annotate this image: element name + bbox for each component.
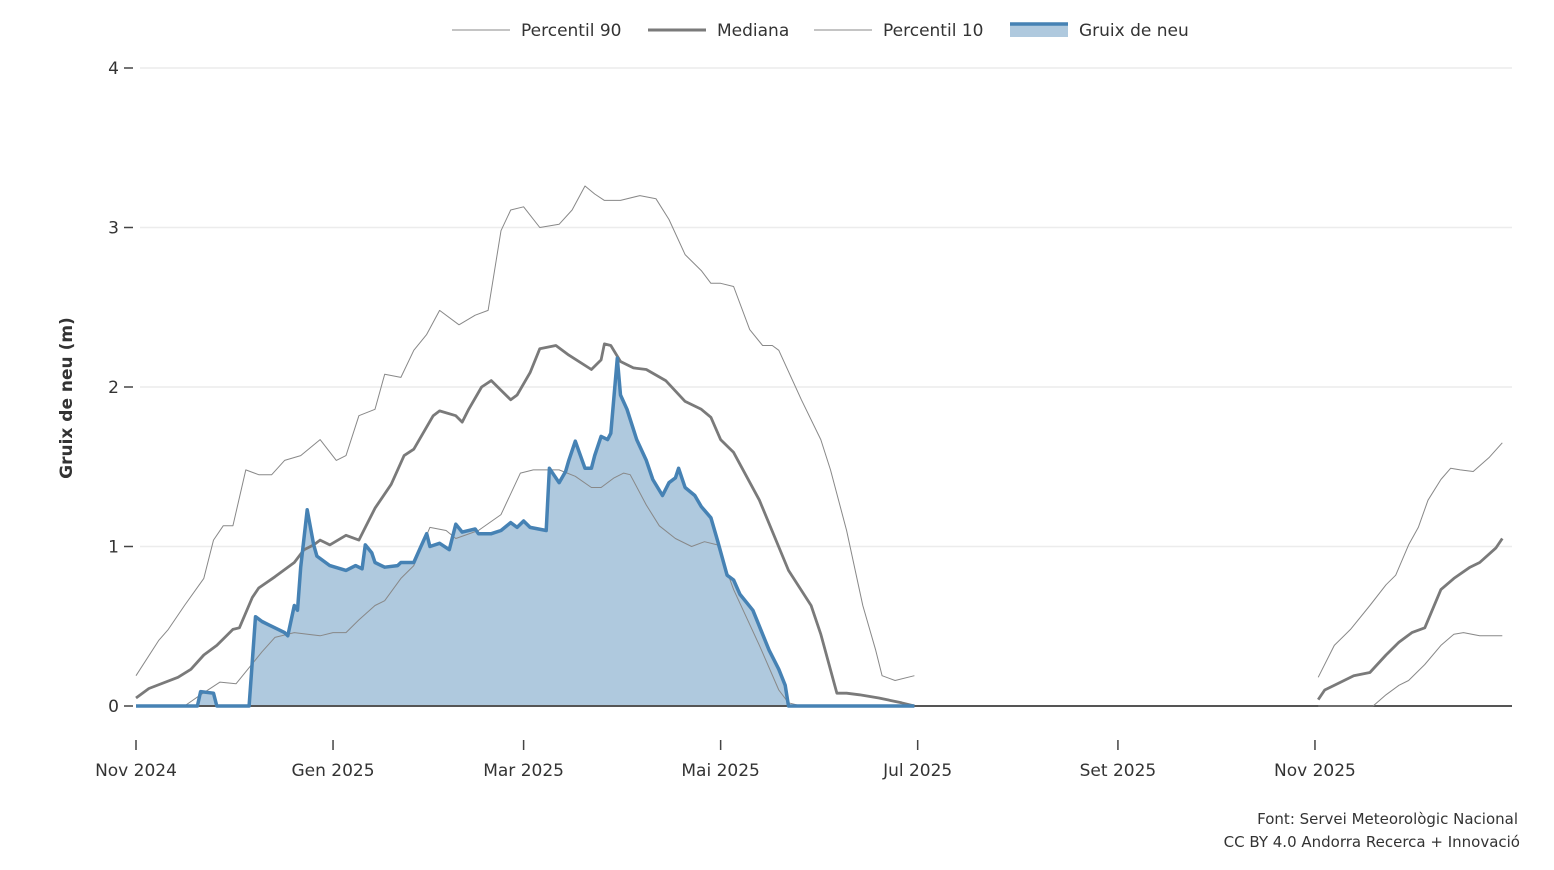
y-tick-label: 1 bbox=[108, 538, 119, 558]
legend-label: Gruix de neu bbox=[1079, 21, 1189, 41]
grid bbox=[140, 67, 1512, 548]
percentil-10-line bbox=[1318, 632, 1503, 707]
y-axis: 0 1 2 3 4 bbox=[108, 59, 133, 717]
gruix-de-neu-line bbox=[136, 356, 915, 708]
x-tick-label: Nov 2025 bbox=[1274, 761, 1356, 781]
source-credit: Font: Servei Meteorològic Nacional bbox=[1257, 810, 1518, 828]
percentil-90-line bbox=[1317, 442, 1503, 678]
legend-label: Percentil 90 bbox=[521, 21, 621, 41]
legend: Percentil 90 Mediana Percentil 10 Gruix de … bbox=[452, 21, 1189, 41]
series-layer bbox=[135, 185, 1512, 708]
x-tick-label: Set 2025 bbox=[1080, 761, 1157, 781]
percentil-10-line bbox=[136, 469, 915, 707]
x-tick-label: Nov 2024 bbox=[95, 761, 177, 781]
mediana-line bbox=[135, 342, 915, 708]
x-tick-label: Jul 2025 bbox=[882, 761, 952, 781]
snow-depth-area bbox=[136, 358, 915, 706]
x-tick-label: Gen 2025 bbox=[291, 761, 374, 781]
y-tick-label: 3 bbox=[108, 219, 119, 239]
x-axis: Nov 2024 Gen 2025 Mar 2025 Mai 2025 Jul 2025… bbox=[95, 740, 1356, 781]
y-tick-label: 4 bbox=[108, 59, 119, 79]
y-axis-label: Gruix de neu (m) bbox=[57, 317, 77, 479]
percentil-90-line bbox=[135, 185, 915, 681]
license-credit: CC BY 4.0 Andorra Recerca + Innovació bbox=[1224, 833, 1520, 851]
legend-label: Mediana bbox=[717, 21, 789, 41]
y-tick-label: 0 bbox=[108, 697, 119, 717]
mediana-line bbox=[1317, 537, 1504, 701]
legend-swatch-snow bbox=[1010, 23, 1068, 37]
y-tick-label: 2 bbox=[108, 378, 119, 398]
legend-label: Percentil 10 bbox=[883, 21, 983, 41]
x-tick-label: Mar 2025 bbox=[483, 761, 564, 781]
x-tick-label: Mai 2025 bbox=[681, 761, 759, 781]
